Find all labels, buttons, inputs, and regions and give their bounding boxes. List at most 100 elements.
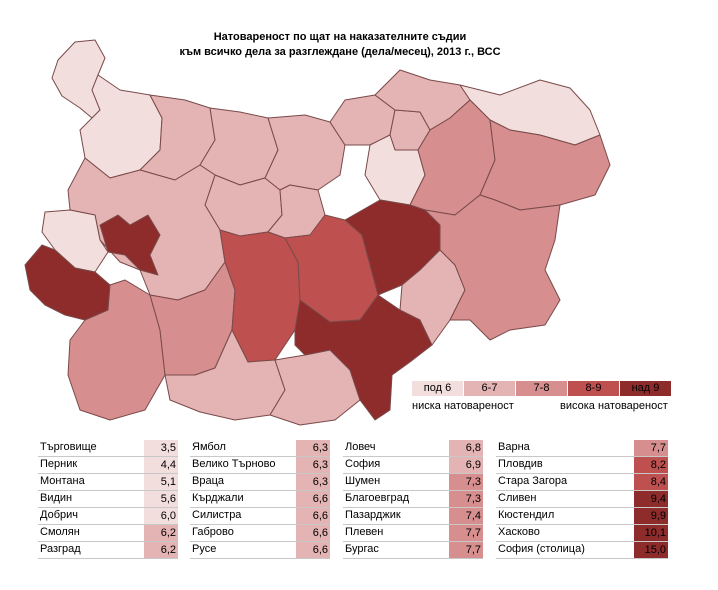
table-row: Смолян 6,2 <box>38 525 178 542</box>
district-name: София <box>345 458 381 470</box>
district-name: Силистра <box>192 509 242 521</box>
table-column-1: Търговище 3,5 Перник 4,4 Монтана 5,1 Видин 5… <box>38 440 178 559</box>
district-name: Кърджали <box>192 492 244 504</box>
title-line-2: към всичко дела за разглеждане (дела/мес… <box>179 46 501 58</box>
table-row: Хасково 10,1 <box>496 525 668 542</box>
table-row: Стара Загора 8,4 <box>496 474 668 491</box>
table-column-2: Ямбол 6,3 Велико Търново 6,3 Враца 6,3 Кърд… <box>190 440 330 559</box>
district-name: София (столица) <box>498 543 585 555</box>
district-name: Сливен <box>498 492 537 504</box>
district-name: Стара Загора <box>498 475 568 487</box>
district-value: 6,3 <box>296 440 330 456</box>
region-pernik <box>41 209 109 273</box>
district-value: 7,3 <box>449 474 483 490</box>
table-row: Пазарджик 7,4 <box>343 508 483 525</box>
table-row: Шумен 7,3 <box>343 474 483 491</box>
district-value: 6,2 <box>144 525 178 541</box>
district-value: 6,6 <box>296 508 330 524</box>
district-value: 4,4 <box>144 457 178 473</box>
table-row: Сливен 9,4 <box>496 491 668 508</box>
table-row: Варна 7,7 <box>496 440 668 457</box>
district-value: 6,3 <box>296 474 330 490</box>
district-name: Благоевград <box>345 492 410 504</box>
district-value: 3,5 <box>144 440 178 456</box>
district-name: Пазарджик <box>345 509 401 521</box>
table-row: Благоевград 7,3 <box>343 491 483 508</box>
district-name: Монтана <box>40 475 85 487</box>
district-name: Габрово <box>192 526 234 538</box>
district-value: 7,7 <box>449 542 483 558</box>
table-row: Ямбол 6,3 <box>190 440 330 457</box>
district-name: Велико Търново <box>192 458 276 470</box>
district-name: Враца <box>192 475 224 487</box>
district-value: 6,6 <box>296 542 330 558</box>
district-name: Ямбол <box>192 441 226 453</box>
table-row: София 6,9 <box>343 457 483 474</box>
title-line-1: Натовареност по щат на наказателните съд… <box>213 31 467 43</box>
legend-bin-5: над 9 <box>620 381 672 396</box>
district-name: Перник <box>40 458 78 470</box>
district-value: 6,9 <box>449 457 483 473</box>
region-sofia-capital <box>99 214 161 276</box>
district-name: Смолян <box>40 526 80 538</box>
table-row: Кюстендил 9,9 <box>496 508 668 525</box>
district-value: 6,2 <box>144 542 178 558</box>
table-row: Добрич 6,0 <box>38 508 178 525</box>
table-row: Плевен 7,7 <box>343 525 483 542</box>
region-burgas <box>424 194 561 341</box>
map-legend: под 6 6-7 7-8 8-9 над 9 ниска натоварено… <box>412 381 672 412</box>
table-row: Русе 6,6 <box>190 542 330 559</box>
legend-low-caption: ниска натовареност <box>412 400 514 412</box>
district-name: Кюстендил <box>498 509 555 521</box>
district-value: 6,6 <box>296 525 330 541</box>
table-row: Пловдив 8,2 <box>496 457 668 474</box>
district-value: 6,3 <box>296 457 330 473</box>
district-value: 6,6 <box>296 491 330 507</box>
table-row: Ловеч 6,8 <box>343 440 483 457</box>
table-row: Перник 4,4 <box>38 457 178 474</box>
map-title: Натовареност по щат на наказателните съд… <box>120 30 560 60</box>
district-name: Пловдив <box>498 458 543 470</box>
table-row: Силистра 6,6 <box>190 508 330 525</box>
legend-scale: под 6 6-7 7-8 8-9 над 9 <box>412 381 672 396</box>
district-name: Плевен <box>345 526 384 538</box>
district-name: Търговище <box>40 441 97 453</box>
district-value: 8,2 <box>634 457 668 473</box>
district-name: Добрич <box>40 509 78 521</box>
district-value: 7,7 <box>449 525 483 541</box>
legend-bin-1: под 6 <box>412 381 464 396</box>
table-row: Монтана 5,1 <box>38 474 178 491</box>
district-value: 9,4 <box>634 491 668 507</box>
region-haskovo <box>294 294 433 421</box>
district-value: 6,8 <box>449 440 483 456</box>
district-name: Видин <box>40 492 73 504</box>
district-value: 7,7 <box>634 440 668 456</box>
district-value: 10,1 <box>634 525 668 541</box>
district-name: Шумен <box>345 475 381 487</box>
table-row: Велико Търново 6,3 <box>190 457 330 474</box>
district-name: Бургас <box>345 543 379 555</box>
table-row: Габрово 6,6 <box>190 525 330 542</box>
district-table: Търговище 3,5 Перник 4,4 Монтана 5,1 Видин 5… <box>38 440 678 559</box>
table-row: Търговище 3,5 <box>38 440 178 457</box>
table-column-3: Ловеч 6,8 София 6,9 Шумен 7,3 Благоевград 7,… <box>343 440 483 559</box>
district-value: 7,4 <box>449 508 483 524</box>
table-row: Видин 5,6 <box>38 491 178 508</box>
district-value: 15,0 <box>634 542 668 558</box>
district-value: 7,3 <box>449 491 483 507</box>
table-column-4: Варна 7,7 Пловдив 8,2 Стара Загора 8,4 Слив… <box>496 440 668 559</box>
legend-high-caption: висока натовареност <box>560 400 668 412</box>
district-value: 9,9 <box>634 508 668 524</box>
table-row: Разград 6,2 <box>38 542 178 559</box>
district-name: Ловеч <box>345 441 376 453</box>
district-value: 6,0 <box>144 508 178 524</box>
table-row: Бургас 7,7 <box>343 542 483 559</box>
district-name: Хасково <box>498 526 540 538</box>
district-value: 8,4 <box>634 474 668 490</box>
district-value: 5,1 <box>144 474 178 490</box>
district-name: Русе <box>192 543 217 555</box>
legend-bin-2: 6-7 <box>464 381 516 396</box>
table-row: Кърджали 6,6 <box>190 491 330 508</box>
table-row: София (столица) 15,0 <box>496 542 668 559</box>
